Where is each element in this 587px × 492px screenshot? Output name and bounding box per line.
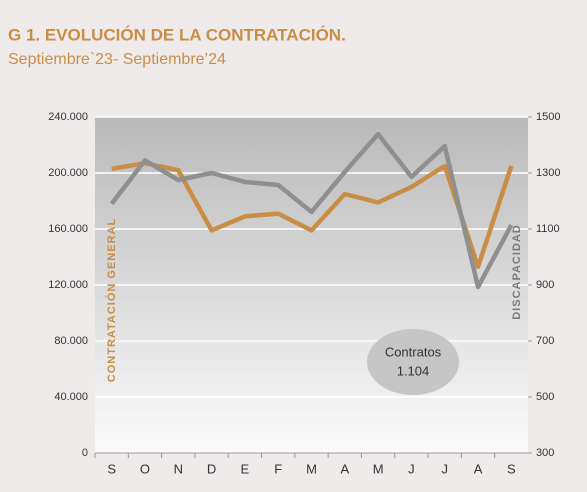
y-tick-label: 80.000 <box>54 335 88 347</box>
y2-tick-label: 900 <box>536 279 554 291</box>
series-line <box>109 131 514 290</box>
y-tick-label: 40.000 <box>54 391 88 403</box>
x-tick-label: N <box>174 461 183 476</box>
y2-tick-label: 500 <box>536 391 554 403</box>
x-tick-label: J <box>441 461 448 476</box>
annotation-text: 1.104 <box>397 363 430 378</box>
x-tick-label: O <box>140 461 150 476</box>
chart-subtitle: Septiembre`23- Septiembre’24 <box>8 51 226 68</box>
y-tick-label: 200.000 <box>48 167 88 179</box>
x-tick-label: E <box>241 461 250 476</box>
y-tick-label: 120.000 <box>48 279 88 291</box>
y2-tick-label: 300 <box>536 447 554 459</box>
y-axis-label: CONTRATACIÓN GENERAL <box>105 218 118 382</box>
y-tick-label: 160.000 <box>48 223 88 235</box>
x-tick-label: S <box>107 461 116 476</box>
series-line <box>111 160 514 270</box>
y2-tick-label: 1300 <box>536 167 560 179</box>
y-tick-label: 240.000 <box>48 111 88 123</box>
x-tick-label: S <box>507 461 516 476</box>
x-tick-label: M <box>306 461 317 476</box>
y2-tick-label: 1500 <box>536 111 560 123</box>
x-tick-label: F <box>274 461 282 476</box>
x-tick-label: J <box>408 461 415 476</box>
y-tick-label: 0 <box>82 447 88 459</box>
x-tick-label: A <box>474 461 483 476</box>
x-tick-label: M <box>373 461 384 476</box>
x-tick-label: A <box>340 461 349 476</box>
y2-axis-label: DISCAPACIDAD <box>511 224 523 320</box>
annotation-text: Contratos <box>385 344 442 359</box>
y2-tick-label: 700 <box>536 335 554 347</box>
y2-tick-label: 1100 <box>536 223 560 235</box>
annotation-bubble <box>367 329 459 395</box>
chart-title: G 1. EVOLUCIÓN DE LA CONTRATACIÓN. <box>8 25 346 44</box>
x-tick-label: D <box>207 461 216 476</box>
